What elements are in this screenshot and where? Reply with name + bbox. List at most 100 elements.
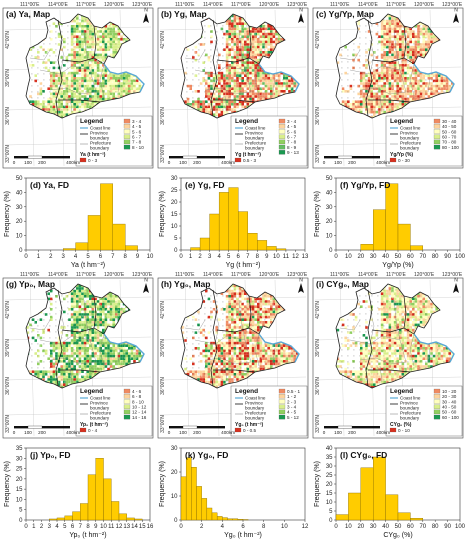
legend-class-swatch	[433, 118, 441, 124]
legend-class-label: 6 - 7	[287, 135, 297, 140]
province-line	[216, 57, 260, 65]
legend-class-label: 7 - 8	[287, 140, 297, 145]
scale-segment	[352, 156, 380, 159]
scale-segment	[197, 156, 225, 159]
latitude-label: 39°00'N	[5, 339, 11, 357]
legend-class-swatch	[278, 139, 286, 145]
longitude-label: 123°00'E	[287, 2, 308, 8]
map-panel-a: 111°00'E 114°00'E 117°00'E 120°00'E 123°00'E…	[2, 2, 154, 169]
legend-class-label: 7 - 8	[132, 140, 142, 145]
scale-unit-label: km	[384, 160, 390, 165]
scale-segment	[169, 156, 183, 159]
prefecture-line	[224, 95, 228, 113]
legend-class-label: 60 - 70	[442, 135, 457, 140]
region-outline	[335, 13, 455, 119]
prefecture-line	[272, 77, 276, 93]
legend-prefecture-label-2: boundary	[90, 146, 110, 151]
longitude-label: 114°00'E	[358, 2, 378, 8]
latitude-label: 42°00'N	[315, 31, 321, 49]
legend-class-swatch	[123, 134, 131, 139]
latitude-label: 39°00'N	[5, 69, 11, 87]
north-label: N	[454, 8, 458, 14]
longitude-label: 120°00'E	[104, 272, 125, 278]
legend-province-label-2: boundary	[400, 136, 420, 141]
coast-line	[413, 63, 455, 93]
legend-class-swatch	[389, 157, 397, 163]
prefecture-line	[214, 39, 220, 75]
longitude-label: 117°00'E	[386, 2, 406, 8]
prefecture-line	[194, 65, 246, 75]
scale-tick-label: 400	[221, 160, 229, 165]
scale-tick-label: 0	[168, 160, 171, 165]
scale-segment	[324, 156, 338, 159]
legend-coast-label: Coast line	[90, 126, 111, 131]
scale-tick-label: 100	[334, 160, 342, 165]
prefecture-line	[29, 49, 51, 61]
legend-box	[230, 115, 308, 167]
legend-class-label: 0 - 30	[398, 158, 410, 163]
legend-class-label: 30 - 40	[442, 119, 457, 124]
longitude-label: 117°00'E	[76, 2, 96, 8]
north-label: N	[144, 8, 148, 14]
province-line	[55, 19, 63, 117]
scale-segment	[27, 155, 43, 159]
longitude-label: 123°00'E	[132, 2, 153, 8]
latitude-label: 33°00'N	[5, 145, 11, 163]
legend-province-label-2: boundary	[90, 136, 110, 141]
prefecture-line	[339, 49, 361, 61]
north-arrow-head	[298, 13, 304, 23]
legend-class-label: 0 - 3	[88, 158, 98, 163]
prefecture-line	[49, 87, 97, 95]
legend-class-swatch	[234, 157, 242, 163]
scale-tick-label: 200	[193, 160, 201, 165]
scale-tick-label: 0	[13, 160, 16, 165]
longitude-label: 117°00'E	[231, 2, 251, 8]
latitude-label: 42°00'N	[5, 31, 11, 49]
province-line	[58, 99, 101, 103]
legend-class-swatch	[79, 157, 87, 163]
latitude-label: 39°00'N	[315, 69, 321, 87]
legend-heading: Legend	[80, 118, 103, 125]
prefecture-line	[184, 49, 206, 61]
province-boundaries	[210, 19, 260, 117]
scale-bar-icon: 0 100 200 400 km	[13, 155, 80, 165]
legend-class-label: 50 - 60	[442, 129, 457, 134]
north-arrow-head	[143, 13, 149, 23]
map-title: (c) Yg/Yp, Map	[316, 9, 374, 19]
longitude-label: 114°00'E	[203, 2, 223, 8]
legend-class-label: 3 - 4	[287, 119, 297, 124]
legend-class-swatch	[278, 124, 286, 129]
scale-tick-label: 400	[376, 160, 384, 165]
province-line	[248, 25, 252, 59]
longitude-label: 123°00'E	[132, 272, 153, 278]
legend-variable-title: Yg/Yp (%)	[390, 152, 413, 158]
legend-class-swatch	[123, 118, 131, 124]
scale-segment	[182, 155, 198, 159]
longitude-label: 117°00'E	[76, 272, 96, 278]
province-boundaries	[365, 19, 415, 117]
maps-layer: 111°00'E 114°00'E 117°00'E 120°00'E 123°00'E…	[2, 2, 464, 439]
prefecture-line	[349, 65, 401, 75]
scale-unit-label: km	[229, 160, 235, 165]
province-line	[403, 25, 407, 59]
latitude-label: 36°00'N	[5, 107, 11, 125]
scale-segment	[337, 155, 353, 159]
scale-tick-label: 200	[348, 160, 356, 165]
scale-segment	[14, 156, 28, 159]
legend-class-swatch	[278, 134, 286, 139]
north-arrow-icon: N	[453, 8, 459, 23]
legend-class-label: 5 - 6	[287, 129, 297, 134]
map-title: (a) Ya, Map	[6, 9, 50, 19]
prefecture-line	[39, 65, 91, 75]
province-line	[213, 99, 256, 103]
scale-tick-label: 100	[24, 160, 32, 165]
longitude-label: 114°00'E	[48, 2, 68, 8]
coast-line	[258, 63, 300, 93]
scale-unit-label: km	[74, 160, 80, 165]
longitude-label: 120°00'E	[104, 2, 125, 8]
prefecture-line	[117, 77, 121, 93]
legend-variable-title: Ya (t hm⁻²)	[80, 152, 106, 158]
